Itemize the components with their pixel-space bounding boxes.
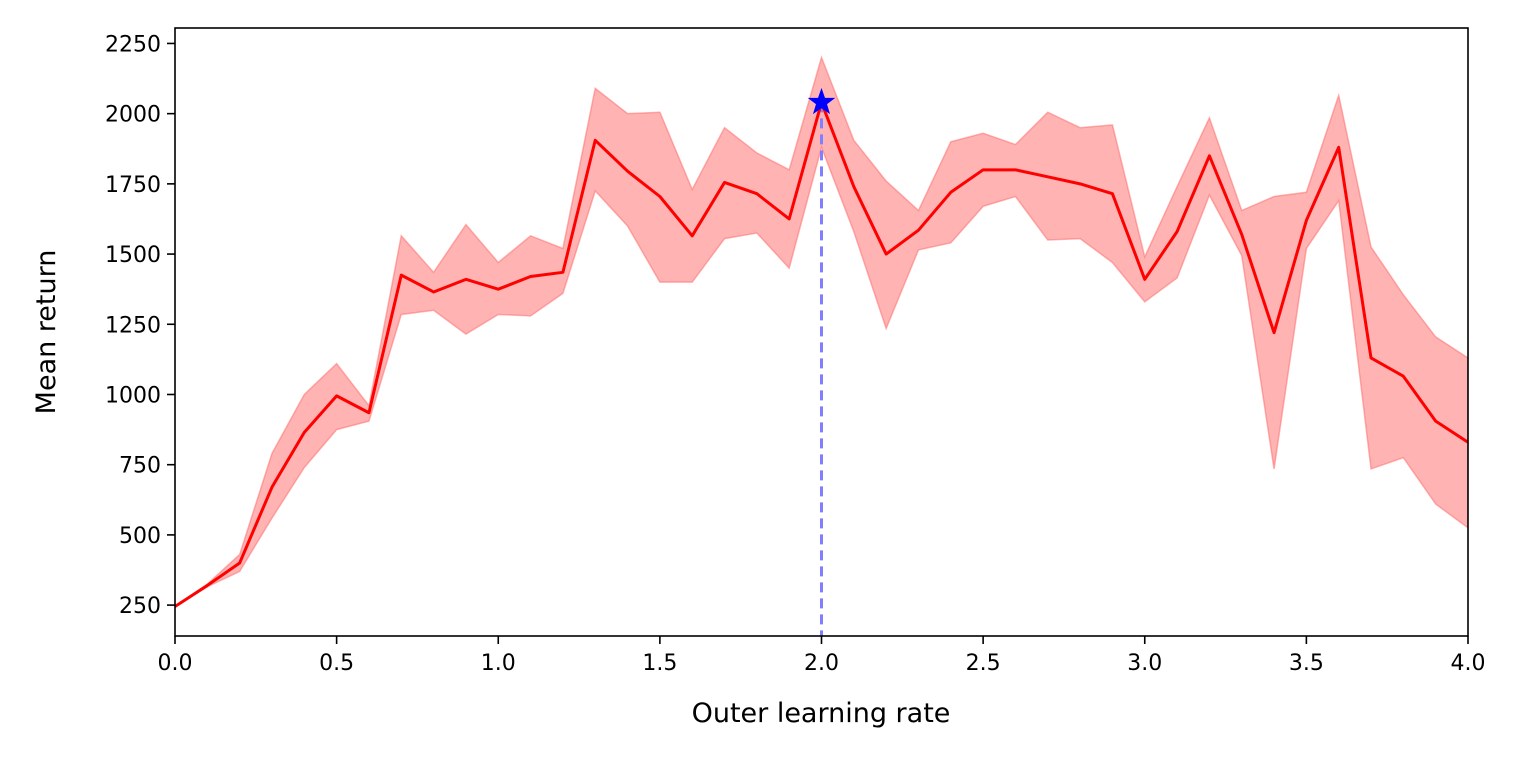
y-tick-label: 1750 — [105, 173, 161, 198]
y-tick-label: 2000 — [105, 103, 161, 128]
y-tick-label: 1250 — [105, 313, 161, 338]
x-tick-label: 2.0 — [804, 651, 839, 676]
x-tick-label: 1.0 — [481, 651, 516, 676]
x-tick-label: 3.5 — [1289, 651, 1324, 676]
axes: 0.0 0.5 1.0 1.5 2.0 2.5 3.0 3.5 4.0 250 500 750 1000… — [105, 27, 1486, 676]
confidence-band — [175, 55, 1468, 608]
x-tick-label: 2.5 — [966, 651, 1001, 676]
y-tick-label: 2250 — [105, 32, 161, 57]
x-tick-label: 1.5 — [642, 651, 677, 676]
x-axis-label: Outer learning rate — [692, 698, 951, 729]
x-tick-label: 4.0 — [1451, 651, 1486, 676]
best-star-marker — [807, 87, 836, 115]
x-tick-label: 0.0 — [158, 651, 193, 676]
y-axis-label: Mean return — [31, 250, 62, 415]
y-tick-label: 750 — [119, 454, 161, 479]
y-tick-label: 1000 — [105, 383, 161, 408]
x-tick-label: 0.5 — [319, 651, 354, 676]
x-tick-label: 3.0 — [1127, 651, 1162, 676]
y-tick-label: 500 — [119, 524, 161, 549]
y-tick-label: 1500 — [105, 243, 161, 268]
y-tick-label: 250 — [119, 594, 161, 619]
plot-content — [175, 55, 1468, 636]
plot-area — [175, 55, 1468, 636]
